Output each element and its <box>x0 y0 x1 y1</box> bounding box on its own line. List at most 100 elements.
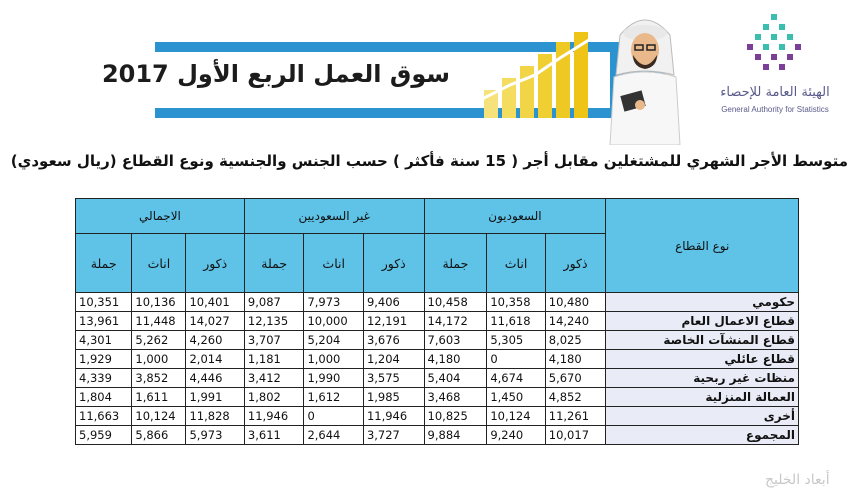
sub-header-females: اناث <box>131 233 187 293</box>
value-cell: 12,191 <box>362 311 425 331</box>
wage-table-container: نوع القطاع السعوديون غير السعوديين الاجم… <box>74 198 799 445</box>
value-cell: 8,025 <box>544 330 607 350</box>
bar-graphic-icon <box>480 32 593 118</box>
value-cell: 11,618 <box>486 311 546 331</box>
value-cell: 5,305 <box>486 330 546 350</box>
logo-english-name: General Authority for Statistics <box>721 105 829 114</box>
value-cell: 10,401 <box>185 292 245 312</box>
value-cell: 4,852 <box>544 387 607 407</box>
value-cell: 10,000 <box>303 311 364 331</box>
value-cell: 5,204 <box>303 330 364 350</box>
table-row: المجموع 10,017 9,240 9,884 3,727 2,644 3,611 5,… <box>74 425 799 445</box>
value-cell: 9,240 <box>486 425 546 445</box>
sector-cell: قطاع المنشآت الخاصة <box>605 330 799 350</box>
value-cell: 1,611 <box>131 387 187 407</box>
value-cell: 1,985 <box>362 387 425 407</box>
value-cell: 1,612 <box>303 387 364 407</box>
table-subtitle: متوسط الأجر الشهري للمشتغلين مقابل أجر (… <box>10 152 848 170</box>
value-cell: 4,180 <box>544 349 607 369</box>
value-cell: 1,181 <box>243 349 305 369</box>
value-cell: 10,458 <box>423 292 488 312</box>
sub-header-males: ذكور <box>544 233 607 293</box>
value-cell: 11,448 <box>131 311 187 331</box>
value-cell: 1,450 <box>486 387 546 407</box>
value-cell: 11,946 <box>243 406 305 426</box>
table-row: حكومي 10,480 10,358 10,458 9,406 7,973 9,087 10… <box>74 292 799 312</box>
table-row: قطاع الاعمال العام 14,240 11,618 14,172 12,1… <box>74 311 799 331</box>
value-cell: 7,603 <box>423 330 488 350</box>
value-cell: 10,480 <box>544 292 607 312</box>
table-body: حكومي 10,480 10,358 10,458 9,406 7,973 9,087 10… <box>74 292 799 445</box>
sector-cell: العمالة المنزلية <box>605 387 799 407</box>
value-cell: 1,991 <box>185 387 245 407</box>
value-cell: 9,406 <box>362 292 425 312</box>
value-cell: 3,707 <box>243 330 305 350</box>
value-cell: 5,262 <box>131 330 187 350</box>
value-cell: 4,339 <box>74 368 133 388</box>
value-cell: 11,261 <box>544 406 607 426</box>
value-cell: 1,990 <box>303 368 364 388</box>
value-cell: 3,676 <box>362 330 425 350</box>
value-cell: 3,611 <box>243 425 305 445</box>
value-cell: 1,802 <box>243 387 305 407</box>
table-row: قطاع المنشآت الخاصة 8,025 5,305 7,603 3,676 5… <box>74 330 799 350</box>
sub-header-males: ذكور <box>185 233 245 293</box>
table-row: أخرى 11,261 10,124 10,825 11,946 0 11,946 11,82… <box>74 406 799 426</box>
value-cell: 4,260 <box>185 330 245 350</box>
value-cell: 10,124 <box>131 406 187 426</box>
value-cell: 10,136 <box>131 292 187 312</box>
table-row: منظات غير ربحية 5,670 4,674 5,404 3,575 1,990… <box>74 368 799 388</box>
value-cell: 11,663 <box>74 406 133 426</box>
value-cell: 13,961 <box>74 311 133 331</box>
value-cell: 1,204 <box>362 349 425 369</box>
value-cell: 10,358 <box>486 292 546 312</box>
value-cell: 9,884 <box>423 425 488 445</box>
value-cell: 5,973 <box>185 425 245 445</box>
wage-table: نوع القطاع السعوديون غير السعوديين الاجم… <box>74 198 799 445</box>
sector-cell: قطاع عائلي <box>605 349 799 369</box>
value-cell: 4,674 <box>486 368 546 388</box>
value-cell: 14,172 <box>423 311 488 331</box>
value-cell: 1,804 <box>74 387 133 407</box>
sector-cell: حكومي <box>605 292 799 312</box>
value-cell: 3,575 <box>362 368 425 388</box>
group-header-non-saudis: غير السعوديين <box>243 198 425 234</box>
value-cell: 5,866 <box>131 425 187 445</box>
sub-header-total: جملة <box>74 233 133 293</box>
value-cell: 9,087 <box>243 292 305 312</box>
group-header-saudis: السعوديون <box>423 198 607 234</box>
sector-cell: أخرى <box>605 406 799 426</box>
value-cell: 1,000 <box>303 349 364 369</box>
sector-cell: المجموع <box>605 425 799 445</box>
sub-header-females: اناث <box>303 233 364 293</box>
watermark: أبعاد الخليج <box>765 472 830 488</box>
sub-header-total: جملة <box>243 233 305 293</box>
value-cell: 5,959 <box>74 425 133 445</box>
sub-header-total: جملة <box>423 233 488 293</box>
value-cell: 4,446 <box>185 368 245 388</box>
value-cell: 14,027 <box>185 311 245 331</box>
value-cell: 4,301 <box>74 330 133 350</box>
sector-header: نوع القطاع <box>605 198 799 293</box>
logo-mark-icon <box>747 14 801 70</box>
value-cell: 3,468 <box>423 387 488 407</box>
value-cell: 5,670 <box>544 368 607 388</box>
value-cell: 11,828 <box>185 406 245 426</box>
sub-header-males: ذكور <box>362 233 425 293</box>
value-cell: 5,404 <box>423 368 488 388</box>
value-cell: 3,412 <box>243 368 305 388</box>
value-cell: 14,240 <box>544 311 607 331</box>
group-header-total: الاجمالي <box>75 198 245 234</box>
value-cell: 2,644 <box>303 425 364 445</box>
man-figure-icon <box>609 19 681 145</box>
value-cell: 0 <box>303 406 364 426</box>
value-cell: 2,014 <box>185 349 245 369</box>
value-cell: 10,351 <box>74 292 133 312</box>
sub-header-females: اناث <box>486 233 546 293</box>
value-cell: 12,135 <box>243 311 305 331</box>
value-cell: 4,180 <box>423 349 488 369</box>
sector-cell: منظات غير ربحية <box>605 368 799 388</box>
value-cell: 3,727 <box>362 425 425 445</box>
gastat-logo: الهيئة العامة للإحصاء General Authority … <box>705 10 845 120</box>
value-cell: 10,017 <box>544 425 607 445</box>
